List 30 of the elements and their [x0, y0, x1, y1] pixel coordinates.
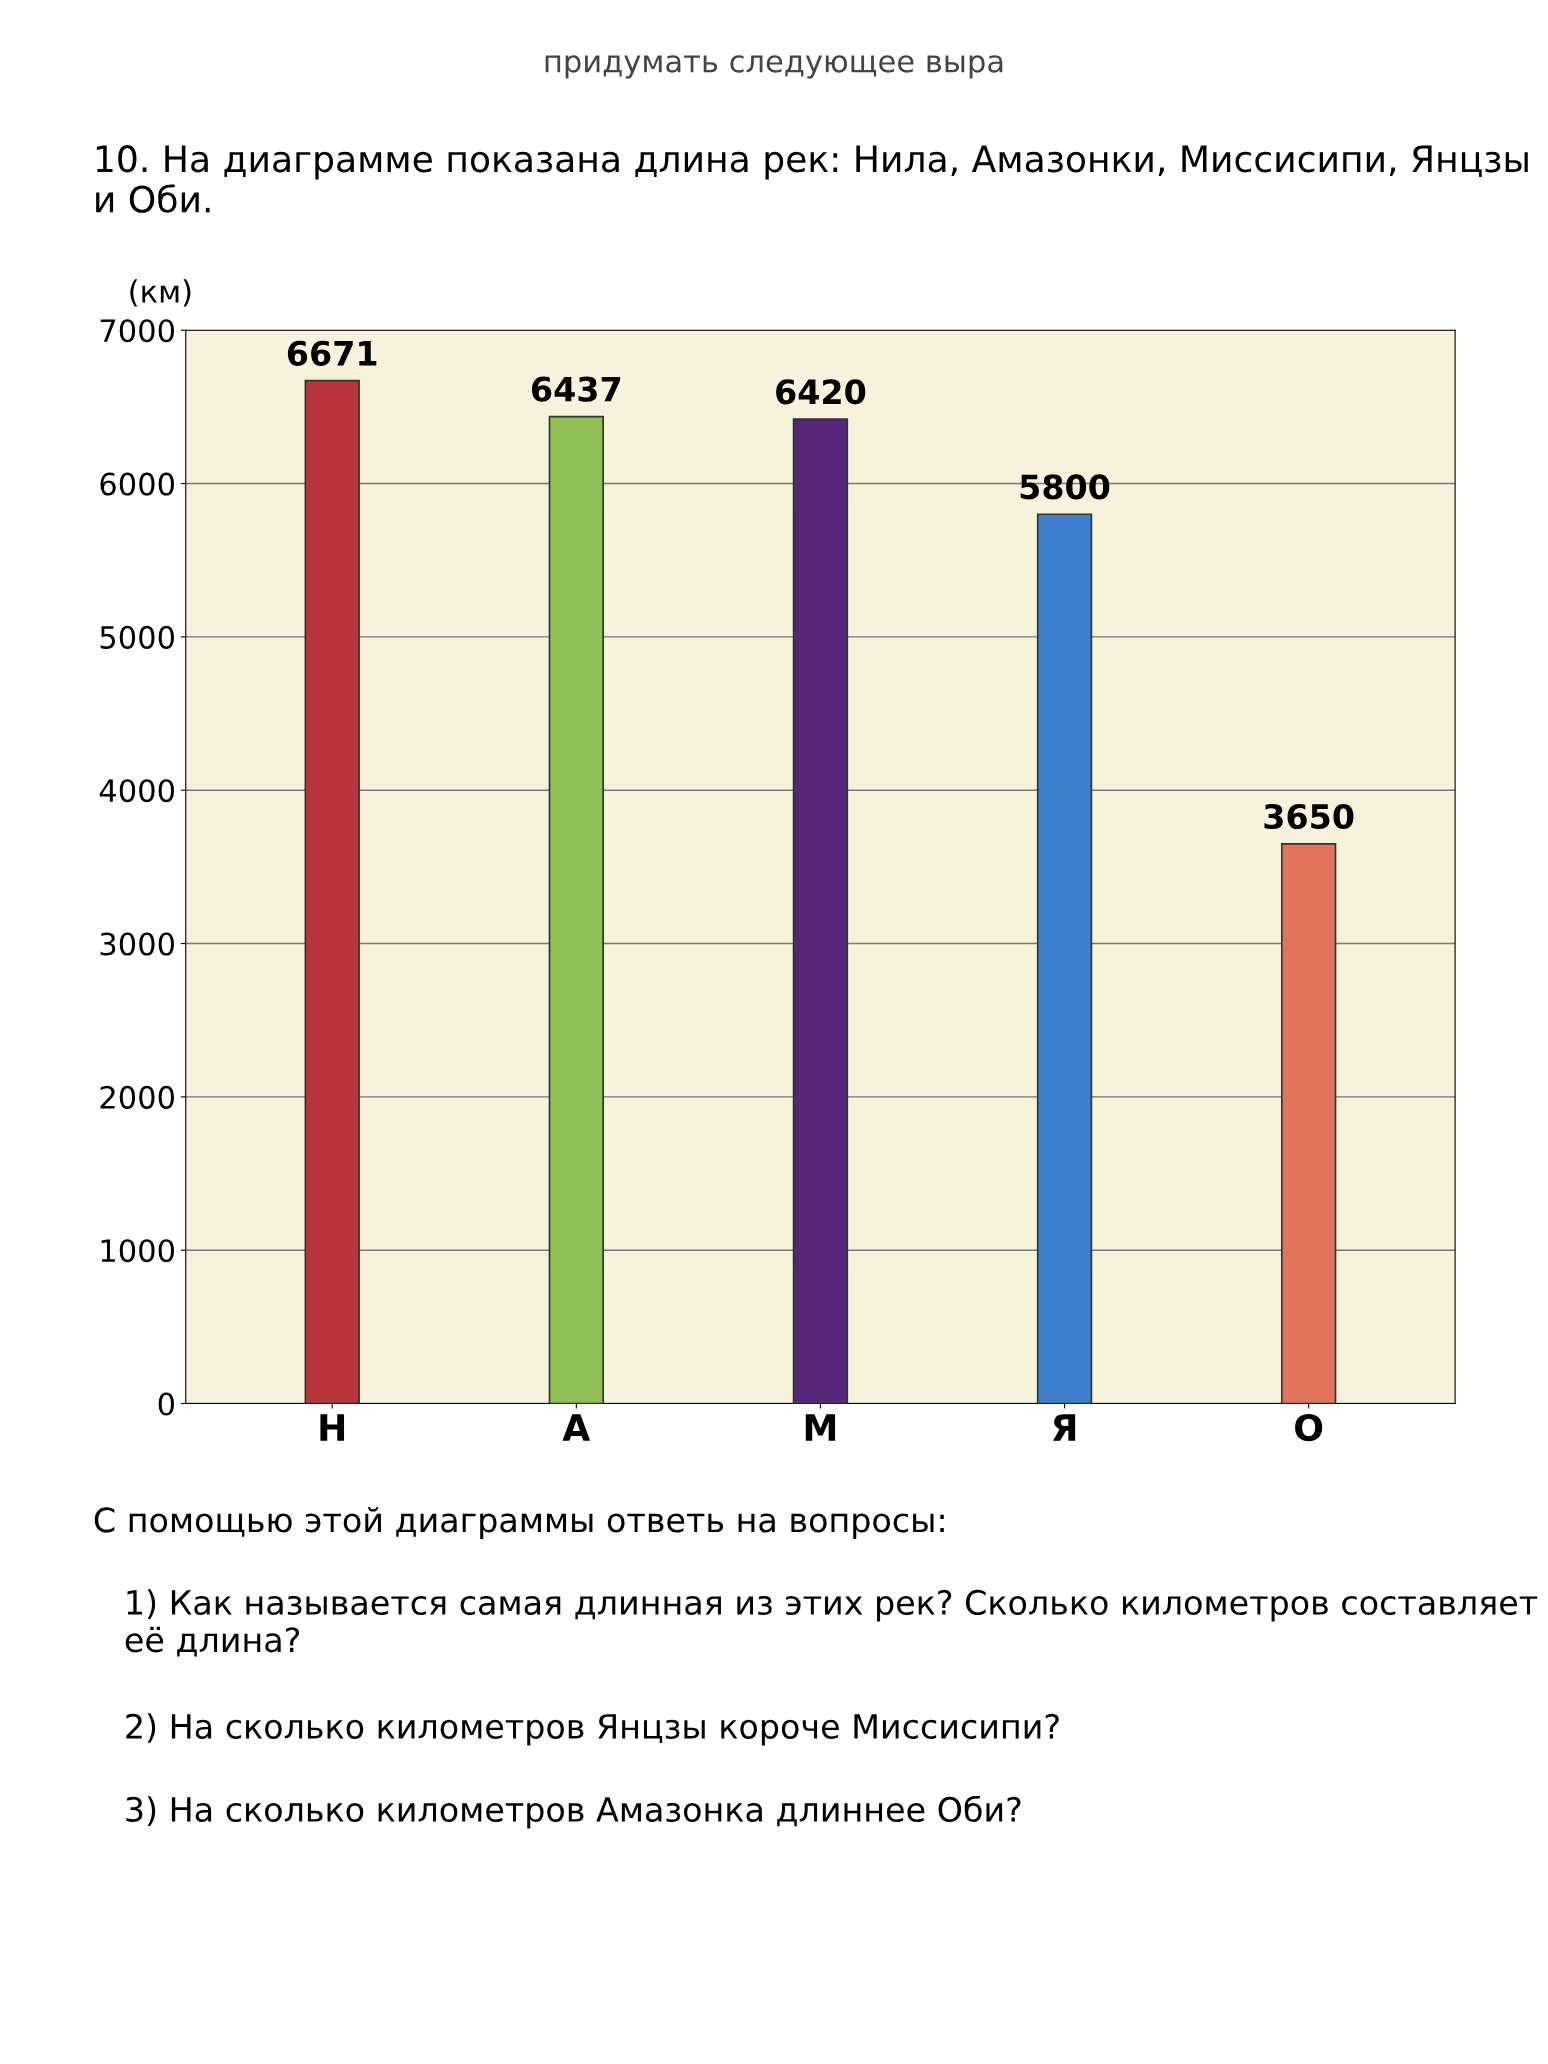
y-tick-label: 3000 — [100, 932, 175, 956]
text: 2) На сколько километров Янцзы короче Миссисипи? — [126, 1713, 1059, 1746]
y-tick-label: 0 — [158, 1392, 175, 1416]
data-label: 6437 — [532, 376, 621, 402]
x-tick-label: Я — [1052, 1414, 1076, 1441]
x-tick-label: О — [1295, 1413, 1323, 1442]
text: 3) На сколько километров Амазонка длиннее Оби? — [126, 1795, 1021, 1829]
y-tick-label: 5000 — [100, 625, 175, 649]
data-label: 5800 — [1020, 474, 1110, 500]
text: 1) Как называется самая длинная из этих рек? Сколько километров составляет её длина? — [125, 1589, 1538, 1657]
y-tick-label: 2000 — [100, 1085, 175, 1109]
bar — [1280, 843, 1337, 1404]
bar — [548, 415, 605, 1404]
bar — [304, 379, 360, 1404]
y-tick-label: 7000 — [100, 319, 175, 343]
y-tick-label: 4000 — [99, 779, 175, 803]
y-tick-label: 6000 — [100, 472, 175, 496]
x-tick-label: А — [562, 1414, 591, 1441]
x-tick-label: М — [805, 1414, 836, 1441]
bar — [792, 418, 849, 1404]
y-tick-label: 1000 — [101, 1239, 175, 1263]
chart-subtitle: придумать следующее выра — [545, 55, 1003, 79]
x-tick-label: Н — [320, 1414, 345, 1441]
y-axis-title: (км) — [130, 279, 191, 307]
data-label: 6671 — [287, 340, 377, 366]
data-label: 6420 — [776, 379, 866, 405]
chart-title: 10. На диаграмме показана длина рек: Нила, Амазонки, Миссисипи, Янцзы и Оби. — [96, 145, 1528, 213]
bar — [1036, 513, 1093, 1404]
data-label: 3650 — [1264, 803, 1354, 830]
text: С помощью этой диаграммы ответь на вопросы: — [94, 1506, 944, 1539]
